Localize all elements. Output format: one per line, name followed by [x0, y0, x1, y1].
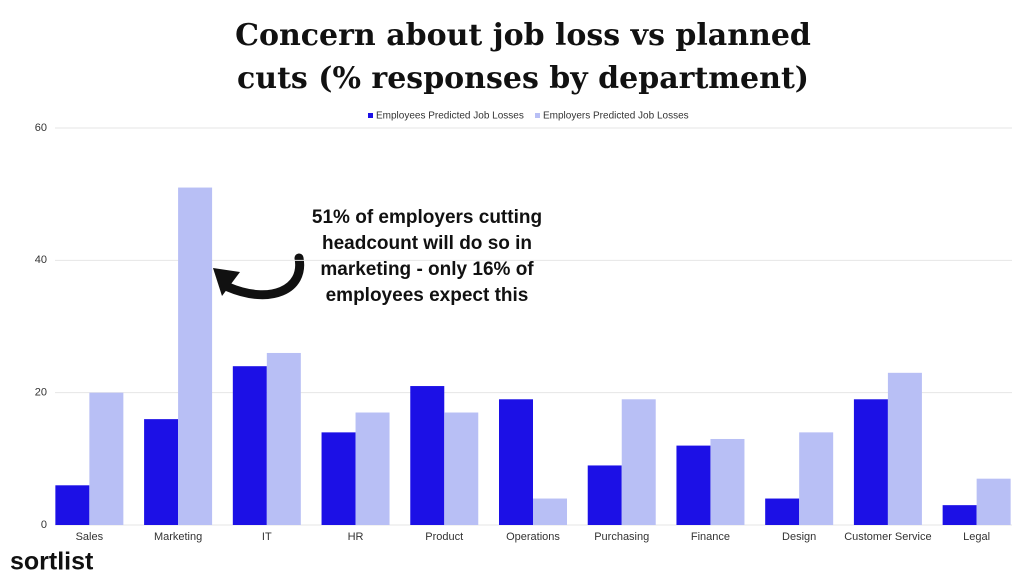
annotation: marketing - only 16% of — [320, 259, 534, 280]
legend-label: Employees Predicted Job Losses — [376, 111, 524, 122]
bar — [587, 465, 622, 525]
x-tick-label: Marketing — [154, 531, 202, 543]
x-tick-label: Legal — [963, 531, 990, 543]
chart-title: Concern about job loss vs planned — [235, 18, 811, 53]
x-tick-label: Finance — [691, 531, 730, 543]
bar — [55, 485, 90, 525]
bar — [410, 386, 445, 525]
bar — [621, 399, 656, 525]
bar — [533, 498, 567, 525]
bar — [765, 498, 800, 525]
annotation-arrow — [223, 253, 305, 300]
chart-title: cuts (% responses by department) — [237, 61, 809, 96]
bar — [266, 352, 301, 525]
x-tick-label: Operations — [506, 531, 560, 543]
bar — [321, 432, 356, 525]
annotation: employees expect this — [326, 285, 529, 306]
legend-marker — [535, 113, 540, 118]
bar — [178, 187, 213, 526]
bar — [144, 419, 179, 525]
y-tick-label: 0 — [41, 519, 47, 531]
x-tick-label: Purchasing — [594, 531, 649, 543]
bar — [799, 432, 834, 525]
bar — [887, 372, 922, 525]
legend-label: Employers Predicted Job Losses — [543, 111, 689, 122]
annotation: headcount will do so in — [322, 233, 532, 254]
x-tick-label: Design — [782, 531, 816, 543]
bar — [676, 445, 711, 525]
x-tick-label: HR — [348, 531, 364, 543]
annotation: 51% of employers cutting — [312, 207, 542, 228]
y-tick-label: 60 — [35, 122, 47, 134]
bar — [444, 412, 479, 525]
bar — [89, 392, 124, 525]
annotation-arrowhead — [213, 268, 240, 296]
bar — [976, 478, 1011, 525]
x-tick-label: IT — [262, 531, 272, 543]
x-tick-label: Product — [425, 531, 463, 543]
y-tick-label: 40 — [35, 254, 47, 266]
legend-marker — [368, 113, 373, 118]
x-tick-label: Sales — [76, 531, 104, 543]
bar — [942, 505, 977, 525]
y-tick-label: 20 — [35, 387, 47, 399]
bar — [232, 366, 267, 525]
bar — [499, 399, 533, 525]
logo: sortlist — [10, 548, 94, 576]
bar — [710, 438, 745, 525]
bar — [853, 399, 888, 525]
x-tick-label: Customer Service — [844, 531, 931, 543]
bar — [355, 412, 390, 525]
